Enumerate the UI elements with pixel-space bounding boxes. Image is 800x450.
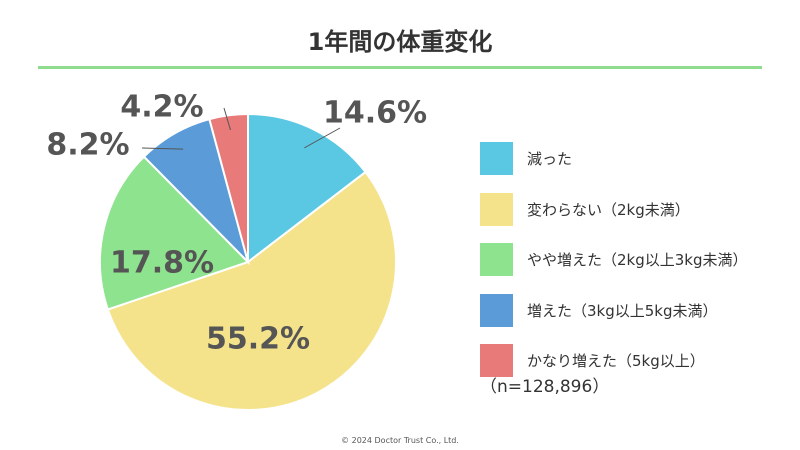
copyright-footer: © 2024 Doctor Trust Co., Ltd. — [341, 436, 459, 445]
legend-item-greatly-increased: かなり増えた（5kg以上） — [480, 344, 748, 377]
legend-swatch — [480, 293, 513, 327]
pie-slice — [208, 112, 249, 263]
slice-percent-label: 8.2% — [46, 128, 129, 163]
label-leader-line — [304, 127, 341, 149]
legend-swatch — [480, 243, 513, 276]
legend-label: やや増えた（2kg以上3kg未満） — [527, 251, 748, 269]
pie-slice — [99, 155, 250, 311]
legend-label: 減った — [527, 150, 573, 168]
sample-size-note: （n=128,896） — [480, 377, 610, 397]
legend-item-slightly-increased: やや増えた（2kg以上3kg未満） — [480, 243, 748, 276]
legend-swatch — [480, 344, 513, 377]
legend-swatch — [480, 192, 513, 226]
label-leader-line — [141, 147, 184, 150]
slice-percent-label: 55.2% — [206, 322, 310, 357]
slice-percent-label: 4.2% — [120, 90, 203, 125]
legend-item-unchanged: 変わらない（2kg未満） — [480, 192, 748, 226]
pie-slice — [106, 170, 397, 411]
legend: 減った 変わらない（2kg未満） やや増えた（2kg以上3kg未満） 増えた（3… — [480, 142, 748, 395]
pie-slice — [247, 112, 367, 265]
slice-percent-label: 14.6% — [323, 96, 427, 131]
title-underline — [38, 66, 762, 69]
legend-item-decreased: 減った — [480, 142, 748, 175]
chart-title: 1年間の体重変化 — [307, 28, 493, 56]
slice-percent-label: 17.8% — [110, 246, 214, 281]
legend-item-increased: 増えた（3kg以上5kg未満） — [480, 293, 748, 327]
legend-label: かなり増えた（5kg以上） — [527, 352, 705, 370]
label-leader-line — [223, 107, 231, 131]
legend-label: 変わらない（2kg未満） — [527, 200, 690, 219]
legend-label: 増えた（3kg以上5kg未満） — [527, 301, 718, 320]
legend-swatch — [480, 142, 513, 175]
